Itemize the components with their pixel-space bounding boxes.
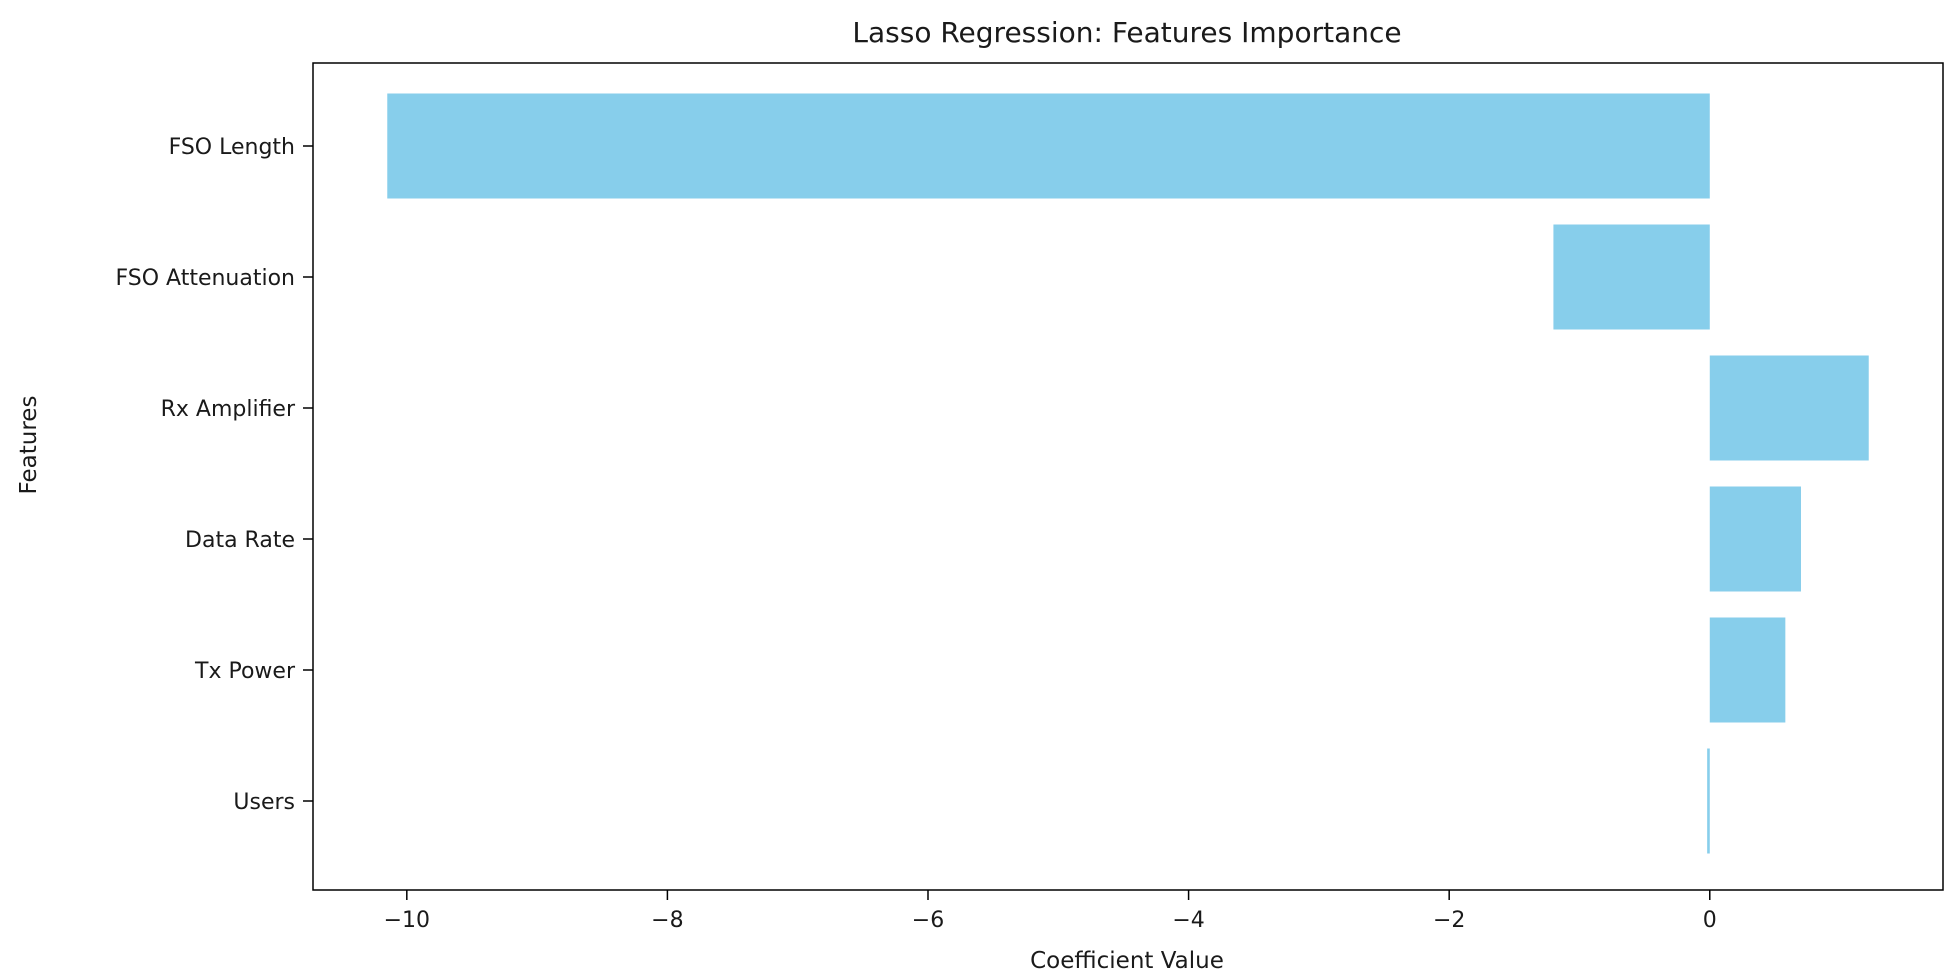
bar-tx-power — [1709, 617, 1786, 723]
y-tick-label: FSO Length — [169, 135, 295, 160]
plot-area-frame — [312, 62, 1944, 891]
y-ticks-group: FSO Length FSO Attenuation Rx Amplifier Dat… — [115, 135, 313, 815]
x-tick-label: −8 — [651, 908, 683, 933]
bar-fso-length — [387, 93, 1710, 199]
x-tick-label: −4 — [1172, 908, 1204, 933]
bars-group — [387, 93, 1869, 854]
x-tick-label: 0 — [1703, 908, 1717, 933]
bar-data-rate — [1709, 486, 1801, 592]
x-tick-label: −10 — [384, 908, 430, 933]
y-tick-label: Data Rate — [185, 528, 295, 553]
x-axis-title: Coefficient Value — [1030, 948, 1224, 974]
x-tick-label: −6 — [912, 908, 944, 933]
x-tick-label: −2 — [1433, 908, 1465, 933]
y-tick-label: FSO Attenuation — [115, 266, 295, 291]
bar-rx-amplifier — [1709, 355, 1869, 461]
x-ticks-group: −10 −8 −6 −4 −2 0 — [384, 890, 1717, 933]
y-axis-title: Features — [16, 396, 42, 495]
bar-users — [1707, 748, 1710, 854]
chart-title: Lasso Regression: Features Importance — [852, 16, 1401, 49]
y-tick-label: Rx Amplifier — [161, 397, 296, 422]
y-tick-label: Tx Power — [194, 659, 296, 684]
y-tick-label: Users — [233, 790, 295, 815]
bar-fso-attenuation — [1553, 224, 1710, 330]
